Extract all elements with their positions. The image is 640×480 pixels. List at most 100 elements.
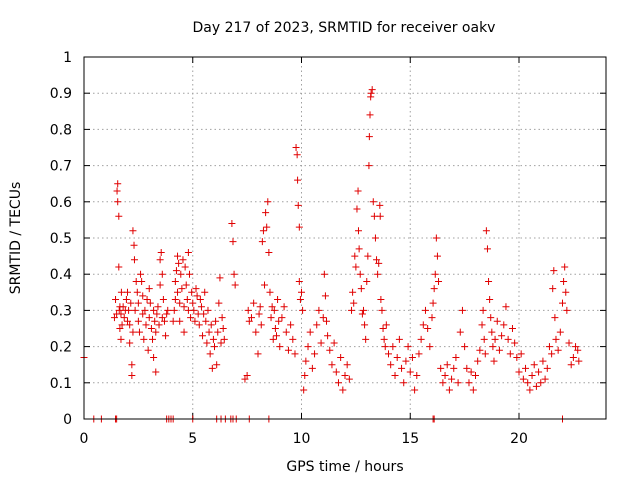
data-point <box>189 299 197 307</box>
data-point <box>263 223 271 231</box>
data-point <box>511 339 519 347</box>
data-point <box>114 180 122 188</box>
data-point <box>142 321 150 329</box>
x-tick-label: 10 <box>293 431 311 447</box>
data-point <box>361 321 369 329</box>
data-point <box>163 310 171 318</box>
data-point <box>270 306 278 314</box>
data-point <box>199 332 207 340</box>
data-point <box>321 292 329 300</box>
data-point <box>200 310 208 318</box>
data-point <box>218 314 226 322</box>
data-point <box>129 227 137 235</box>
data-point <box>328 361 336 369</box>
data-point <box>366 111 374 119</box>
data-point <box>304 343 312 351</box>
data-point <box>196 296 204 304</box>
data-point <box>323 317 331 325</box>
data-point <box>114 198 122 206</box>
data-point <box>458 306 466 314</box>
data-point <box>513 353 521 361</box>
data-point <box>179 256 187 264</box>
data-point <box>298 288 305 296</box>
data-point <box>115 306 123 314</box>
data-point <box>197 303 205 311</box>
data-point <box>382 321 390 329</box>
data-point <box>429 299 437 307</box>
y-tick-label: 0.7 <box>50 159 72 175</box>
data-point <box>158 270 166 278</box>
data-point <box>391 372 399 380</box>
y-tick-label: 0.8 <box>50 122 72 138</box>
data-point <box>379 325 387 332</box>
data-point <box>191 317 199 325</box>
data-point <box>201 288 209 296</box>
data-point <box>467 368 475 376</box>
data-point <box>300 386 308 394</box>
data-point <box>463 364 471 372</box>
data-point <box>353 205 361 213</box>
data-point <box>424 325 432 332</box>
data-point <box>400 379 408 387</box>
data-point <box>176 299 184 307</box>
data-point <box>504 335 512 343</box>
data-point <box>343 361 351 369</box>
y-tick-label: 0.6 <box>50 195 72 211</box>
data-point <box>408 353 416 361</box>
data-point <box>115 212 123 220</box>
x-tick-label: 15 <box>401 431 419 447</box>
data-point <box>532 382 540 390</box>
y-tick-label: 0.1 <box>50 376 72 392</box>
data-point <box>149 335 157 343</box>
data-point <box>183 296 191 304</box>
y-tick-label: 0 <box>63 412 72 428</box>
data-point <box>247 314 255 322</box>
data-point <box>550 267 558 275</box>
data-point <box>465 379 473 387</box>
data-point <box>177 270 185 278</box>
data-point <box>127 299 135 307</box>
data-point <box>188 288 196 296</box>
data-point <box>387 361 395 369</box>
data-point <box>181 263 189 271</box>
data-point <box>175 259 183 267</box>
data-point <box>192 285 200 293</box>
data-point <box>398 364 406 372</box>
data-point <box>216 274 224 282</box>
data-point <box>480 335 488 343</box>
data-point <box>565 339 573 347</box>
data-point <box>144 346 152 354</box>
x-axis-label: GPS time / hours <box>286 459 403 475</box>
data-point <box>448 375 456 383</box>
data-point <box>575 357 583 365</box>
data-point <box>158 314 166 322</box>
data-point <box>150 306 158 314</box>
data-point <box>376 201 384 209</box>
data-point <box>381 343 389 351</box>
data-point <box>308 364 316 372</box>
data-point <box>255 310 263 318</box>
data-point <box>358 310 366 318</box>
data-point <box>145 285 153 293</box>
y-tick-label: 0.5 <box>50 231 72 247</box>
data-point <box>278 314 286 322</box>
data-point <box>378 306 386 314</box>
data-point <box>515 368 523 376</box>
data-point <box>490 357 498 365</box>
data-point <box>295 277 303 285</box>
data-point <box>284 346 292 354</box>
data-point <box>482 227 490 235</box>
data-point <box>220 335 228 343</box>
data-point <box>230 270 238 278</box>
data-point <box>569 353 577 361</box>
data-point <box>371 234 379 242</box>
data-point <box>267 314 275 322</box>
data-point <box>330 339 338 347</box>
data-point <box>306 328 314 336</box>
data-point <box>530 361 538 369</box>
data-point <box>354 187 362 195</box>
data-point <box>367 89 375 97</box>
data-point <box>419 321 427 329</box>
data-point <box>334 379 342 387</box>
data-point <box>130 241 138 249</box>
